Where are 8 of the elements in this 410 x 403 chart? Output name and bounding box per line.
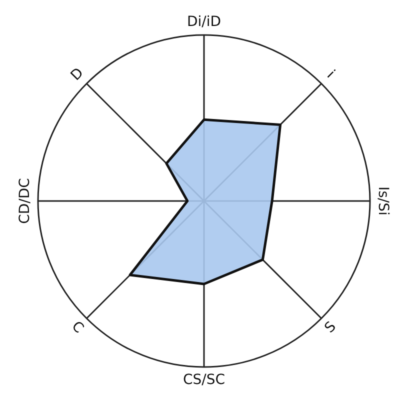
spoke-label: C	[68, 318, 87, 337]
spoke-label: D	[68, 64, 87, 84]
spoke-label: i	[324, 67, 338, 82]
spoke-label: CD/DC	[17, 178, 33, 224]
spoke-label: Di/iD	[186, 14, 222, 30]
spoke-label: Is/Si	[375, 186, 391, 216]
spoke-label: CS/SC	[182, 372, 226, 388]
spoke-label: S	[322, 318, 340, 336]
